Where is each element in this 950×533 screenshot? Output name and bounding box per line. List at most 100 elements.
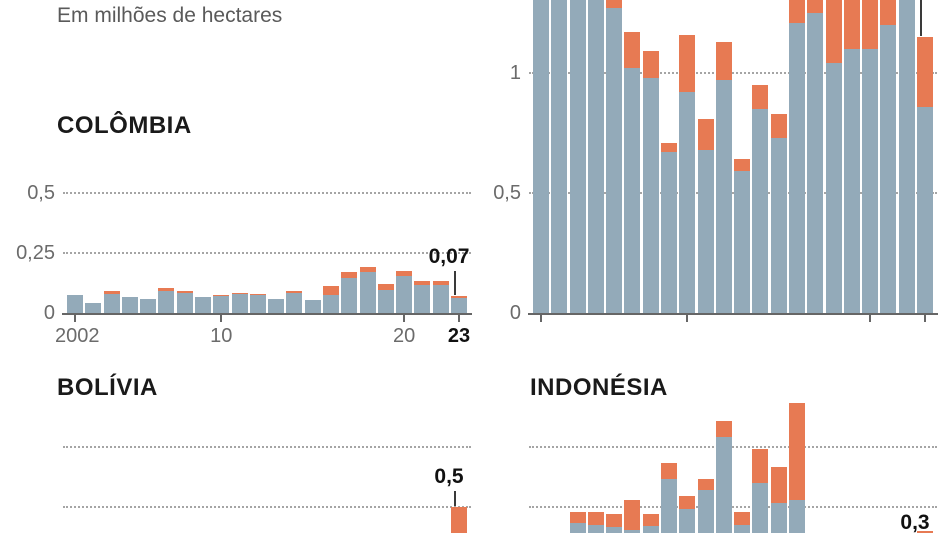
bar-2009-loss	[195, 296, 211, 313]
bar-2012-fire	[249, 293, 266, 295]
bar-2023-loss	[917, 106, 933, 313]
bar-2019-loss	[843, 49, 860, 313]
bar-2021-loss	[880, 25, 897, 313]
bar-2018-fire	[359, 267, 376, 273]
gridline-0.5	[529, 192, 937, 194]
bar-2016-fire	[789, 402, 805, 500]
x-axis-label-2023: 23	[447, 325, 471, 347]
x-axis-label-2002: 2002	[55, 325, 100, 347]
bar-2006-loss	[606, 8, 623, 313]
bar-2016-fire	[323, 285, 339, 295]
bar-2017-fire	[341, 272, 358, 279]
gridline-0.5	[63, 192, 471, 194]
bar-2014-loss	[286, 292, 303, 313]
bar-2016-loss	[789, 499, 805, 533]
bar-2008-loss	[642, 526, 659, 533]
bar-2005-loss	[587, 525, 604, 533]
bar-2010-fire	[679, 496, 696, 510]
x-axis-label-2010: 10	[210, 325, 233, 347]
annotation-label: 0,07	[428, 245, 470, 269]
bar-2009-loss	[661, 479, 677, 533]
annotation-label: 0,3	[900, 511, 930, 533]
x-tick-2023	[924, 315, 926, 322]
y-axis-label: 0,25	[16, 242, 55, 264]
bar-2022-loss	[432, 285, 449, 313]
bar-2012-loss	[715, 437, 732, 533]
unit-subtitle: Em milhões de hectares	[57, 4, 283, 27]
bar-2020-fire	[862, 0, 879, 49]
bar-2014-loss	[752, 483, 769, 533]
bar-2007-fire	[624, 499, 641, 530]
bar-2016-fire	[789, 0, 805, 23]
bar-2022-loss	[898, 0, 915, 313]
gridline-0.25	[63, 252, 471, 254]
x-tick-2010	[220, 315, 223, 322]
bar-2014-fire	[752, 85, 769, 109]
bar-2008-loss	[642, 77, 659, 313]
bar-2008-fire	[642, 514, 659, 527]
bar-2007-loss	[624, 529, 641, 533]
bar-2008-fire	[642, 51, 659, 78]
bar-2011-fire	[697, 118, 714, 150]
bar-2019-fire	[843, 0, 860, 49]
x-axis-label-2020: 20	[393, 325, 416, 347]
bar-2004-loss	[103, 293, 120, 313]
bar-2011-fire	[697, 479, 714, 491]
bar-2006-loss	[606, 527, 623, 533]
bar-2011-loss	[697, 490, 714, 533]
x-axis-line	[62, 313, 472, 315]
annotation-line	[920, 0, 922, 36]
bar-2008-fire	[176, 291, 193, 294]
chart-title-bottom-right: INDONÉSIA	[530, 374, 668, 401]
bar-2012-loss	[249, 295, 266, 313]
bar-2015-loss	[770, 503, 787, 533]
annotation-label: 0,5	[434, 465, 464, 488]
bar-2010-loss	[679, 92, 696, 313]
bar-2015-loss	[304, 299, 321, 313]
bar-2013-fire	[734, 511, 751, 525]
bar-2019-fire	[377, 284, 394, 291]
bar-2005-fire	[587, 511, 604, 525]
bar-2003-loss	[85, 303, 102, 313]
bar-2017-loss	[807, 13, 824, 313]
bar-2004-loss	[569, 522, 586, 533]
bar-2020-fire	[396, 271, 413, 276]
x-tick-2020	[403, 315, 406, 322]
bar-2005-loss	[121, 296, 138, 313]
bar-2018-loss	[825, 63, 842, 313]
bar-2003-loss	[551, 0, 568, 313]
bar-2010-loss	[679, 509, 696, 533]
bar-2011-loss	[697, 149, 714, 313]
bar-2023-fire	[451, 296, 467, 299]
y-axis-zero-label: 0	[509, 302, 521, 324]
bar-2012-fire	[715, 41, 732, 81]
bar-2006-loss	[140, 299, 157, 313]
gridline-1	[529, 446, 937, 448]
bar-2006-fire	[606, 514, 623, 528]
bar-2010-fire	[213, 295, 230, 297]
x-tick-2010	[686, 315, 689, 322]
bar-2013-fire	[734, 159, 751, 172]
bar-2016-loss	[323, 295, 339, 313]
y-axis-zero-label: 0	[43, 302, 55, 324]
bar-2009-loss	[661, 152, 677, 313]
bar-2011-loss	[231, 293, 248, 313]
x-tick-2002	[74, 315, 76, 322]
bar-2015-loss	[770, 137, 787, 313]
x-tick-2020	[869, 315, 872, 322]
bar-2023-fire	[917, 37, 933, 107]
bar-2004-fire	[569, 511, 586, 523]
bar-2010-loss	[213, 296, 230, 313]
bar-2012-loss	[715, 80, 732, 313]
bar-2022-fire	[432, 280, 449, 286]
bar-2019-loss	[377, 290, 394, 313]
bar-2010-fire	[679, 34, 696, 93]
chart-title-top-left: COLÔMBIA	[57, 112, 192, 139]
bar-2021-loss	[414, 285, 431, 313]
bar-2021-fire	[880, 0, 897, 25]
bar-2015-fire	[770, 113, 787, 138]
bar-2017-fire	[807, 0, 824, 13]
y-axis-label: 0,5	[27, 182, 55, 204]
bar-2020-loss	[396, 275, 413, 313]
